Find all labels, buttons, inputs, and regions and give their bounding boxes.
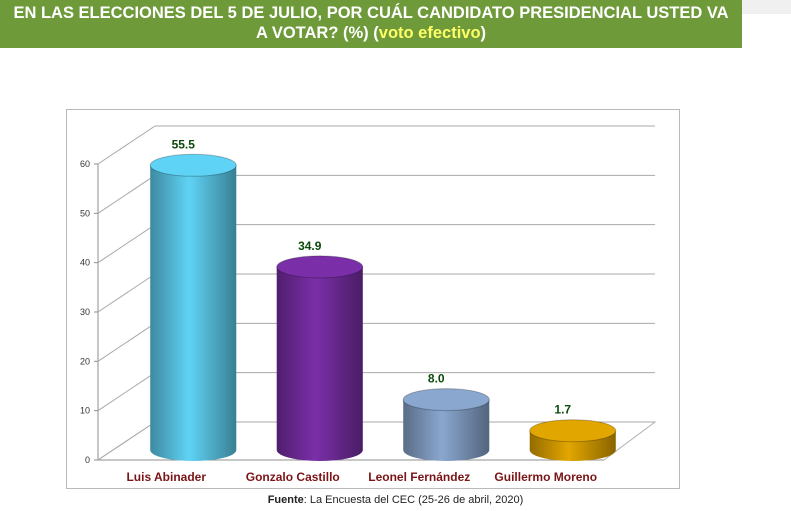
header-accent: voto efectivo (378, 24, 481, 42)
chart-header: EN LAS ELECCIONES DEL 5 DE JULIO, POR CU… (0, 0, 742, 48)
y-tick-label: 30 (80, 307, 90, 317)
grid-diagonal (97, 125, 156, 165)
bar-shading-0 (150, 165, 237, 462)
bar-top-0 (149, 153, 237, 177)
top-right-bar (742, 0, 791, 14)
grid-diagonal (97, 372, 156, 412)
value-label: 34.9 (298, 239, 322, 253)
category-label: Gonzalo Castillo (246, 470, 340, 484)
y-tick-label: 0 (85, 455, 90, 465)
y-tick-label: 50 (80, 208, 90, 218)
source-text: : La Encuesta del CEC (25-26 de abril, 2… (303, 494, 524, 506)
grid-diagonal (97, 224, 156, 264)
header-line-1: EN LAS ELECCIONES DEL 5 DE JULIO, POR CU… (13, 4, 729, 22)
header-line-2-end: ) (480, 24, 487, 42)
bar-shading-2 (403, 399, 490, 461)
value-label: 8.0 (428, 372, 445, 386)
category-label: Luis Abinader (126, 470, 206, 484)
grid-diagonal (97, 421, 156, 461)
y-tick-label: 40 (80, 258, 90, 268)
source-label: Fuente (267, 494, 304, 506)
y-tick-label: 60 (80, 159, 90, 169)
source-note: Fuente: La Encuesta del CEC (25-26 de ab… (0, 494, 791, 506)
value-label: 1.7 (554, 403, 571, 417)
header-line-2: A VOTAR? (%) (voto efectivo) (0, 23, 742, 43)
category-label: Leonel Fernández (368, 470, 470, 484)
bar-top-3 (529, 419, 617, 443)
y-tick-label: 20 (80, 356, 90, 366)
value-label: 55.5 (172, 137, 196, 151)
grid-diagonal (97, 273, 156, 313)
grid-diagonal (97, 174, 156, 214)
bar-shading-1 (276, 266, 363, 461)
y-tick-label: 10 (80, 406, 90, 416)
category-label: Guillermo Moreno (494, 470, 597, 484)
bar-top-2 (402, 388, 490, 412)
header-line-2-main: A VOTAR? (%) ( (255, 24, 379, 42)
bar-top-1 (276, 255, 364, 279)
grid-diagonal (97, 322, 156, 362)
